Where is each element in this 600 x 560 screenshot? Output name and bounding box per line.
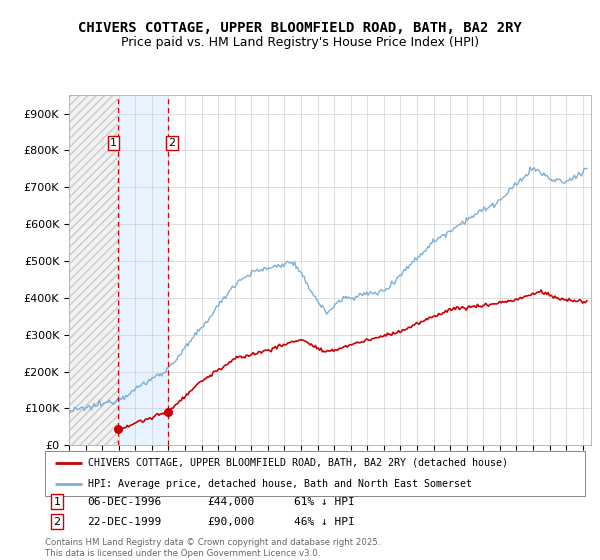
Text: 1: 1 xyxy=(53,497,61,507)
Text: 46% ↓ HPI: 46% ↓ HPI xyxy=(294,517,355,527)
Text: 61% ↓ HPI: 61% ↓ HPI xyxy=(294,497,355,507)
Bar xyxy=(69,95,118,445)
Text: Contains HM Land Registry data © Crown copyright and database right 2025.
This d: Contains HM Land Registry data © Crown c… xyxy=(45,538,380,558)
Text: 06-DEC-1996: 06-DEC-1996 xyxy=(87,497,161,507)
Text: 22-DEC-1999: 22-DEC-1999 xyxy=(87,517,161,527)
Text: £44,000: £44,000 xyxy=(207,497,254,507)
Text: CHIVERS COTTAGE, UPPER BLOOMFIELD ROAD, BATH, BA2 2RY: CHIVERS COTTAGE, UPPER BLOOMFIELD ROAD, … xyxy=(78,21,522,35)
Text: HPI: Average price, detached house, Bath and North East Somerset: HPI: Average price, detached house, Bath… xyxy=(88,479,472,489)
Text: 1: 1 xyxy=(110,138,117,148)
Text: Price paid vs. HM Land Registry's House Price Index (HPI): Price paid vs. HM Land Registry's House … xyxy=(121,36,479,49)
Text: 2: 2 xyxy=(169,138,176,148)
Text: 2: 2 xyxy=(53,517,61,527)
Text: £90,000: £90,000 xyxy=(207,517,254,527)
Bar xyxy=(118,95,168,445)
Bar xyxy=(69,95,118,445)
Text: CHIVERS COTTAGE, UPPER BLOOMFIELD ROAD, BATH, BA2 2RY (detached house): CHIVERS COTTAGE, UPPER BLOOMFIELD ROAD, … xyxy=(88,458,508,468)
